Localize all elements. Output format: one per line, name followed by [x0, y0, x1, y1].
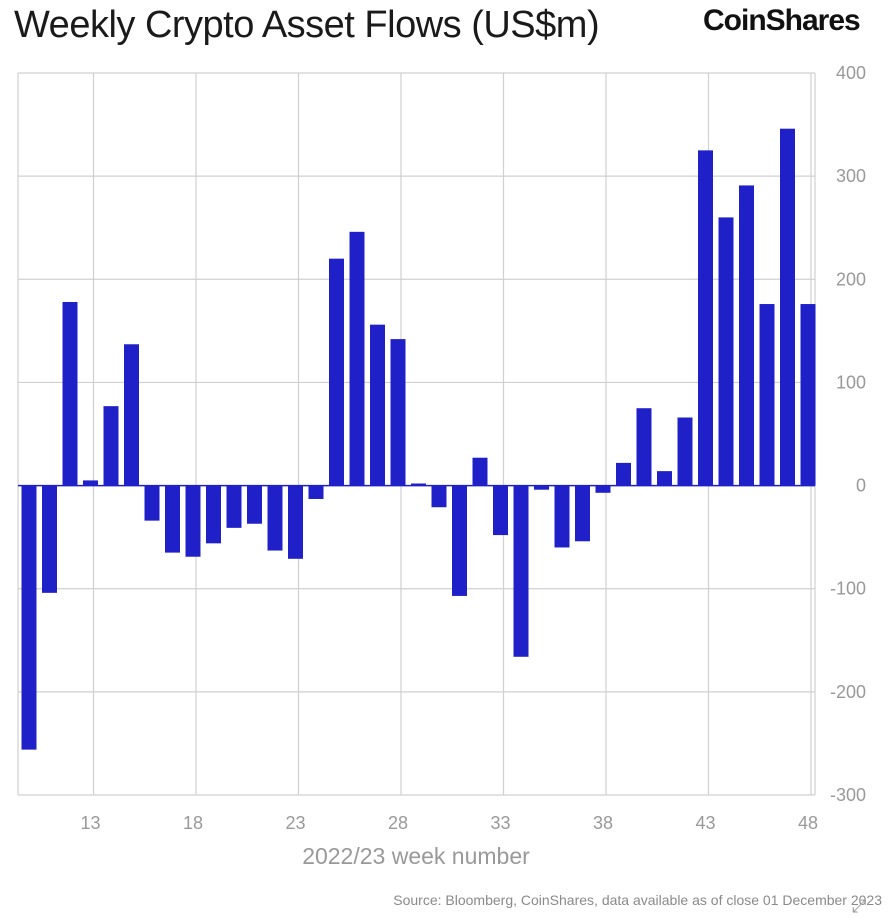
bar-week-46 [759, 304, 775, 486]
bar-week-33 [493, 485, 508, 536]
expand-icon[interactable]: ⤢ [852, 896, 867, 916]
bar-week-16 [144, 485, 160, 521]
bar-week-25 [329, 258, 344, 486]
bar-week-40 [636, 408, 652, 486]
bar-week-20 [226, 485, 242, 528]
y-tick-label: -200 [830, 682, 866, 702]
bar-week-11 [42, 485, 57, 593]
bar-week-14 [103, 406, 119, 486]
bar-week-39 [616, 462, 631, 486]
bar-week-38 [595, 485, 611, 493]
x-tick-label: 13 [80, 813, 100, 833]
bar-week-41 [657, 471, 672, 486]
y-tick-label: 400 [836, 63, 866, 83]
bar-week-43 [698, 150, 713, 486]
bar-week-44 [718, 217, 734, 486]
bar-week-12 [62, 301, 78, 486]
y-tick-label: 300 [836, 166, 866, 186]
bar-week-48 [800, 304, 816, 486]
x-axis-label: 2022/23 week number [302, 843, 530, 869]
x-tick-label: 23 [285, 813, 305, 833]
bar-week-22 [267, 485, 283, 551]
y-tick-label: 0 [856, 476, 866, 496]
bar-week-29 [411, 483, 426, 486]
bar-week-32 [472, 457, 488, 486]
bar-week-30 [431, 485, 447, 508]
x-tick-label: 18 [183, 813, 203, 833]
x-tick-label: 38 [593, 813, 613, 833]
bar-week-47 [780, 128, 795, 486]
bar-week-24 [308, 485, 324, 499]
bar-week-28 [390, 339, 406, 486]
y-tick-labels: 400 300 200 100 0 -100 -200 -300 [830, 63, 866, 805]
bar-week-37 [575, 485, 590, 542]
y-tick-label: -100 [830, 579, 866, 599]
y-tick-label: 100 [836, 372, 866, 392]
x-tick-label: 48 [798, 813, 818, 833]
bar-week-21 [247, 485, 262, 524]
bar-week-34 [513, 485, 529, 657]
y-tick-label: -300 [830, 785, 866, 805]
source-note: Source: Bloomberg, CoinShares, data avai… [393, 892, 882, 908]
bar-week-45 [739, 185, 754, 486]
bar-week-36 [554, 485, 570, 548]
bar-week-26 [349, 231, 365, 486]
bar-week-17 [165, 485, 180, 553]
bar-week-42 [677, 417, 693, 486]
bar-week-10 [21, 485, 37, 750]
bar-week-19 [206, 485, 221, 544]
y-tick-label: 200 [836, 269, 866, 289]
bar-week-31 [452, 485, 467, 596]
bar-week-27 [370, 324, 385, 486]
brand-logo: CoinShares [703, 4, 861, 37]
bars [18, 128, 816, 750]
x-tick-labels: 13 18 23 28 33 38 43 48 [80, 813, 818, 833]
x-tick-label: 43 [695, 813, 715, 833]
bar-week-15 [124, 344, 139, 486]
bar-week-23 [288, 485, 303, 559]
bar-week-18 [185, 485, 201, 557]
x-tick-label: 33 [490, 813, 510, 833]
chart-title: Weekly Crypto Asset Flows (US$m) [14, 4, 600, 46]
bar-week-35 [534, 485, 549, 490]
bar-week-13 [83, 480, 98, 486]
x-tick-label: 28 [388, 813, 408, 833]
